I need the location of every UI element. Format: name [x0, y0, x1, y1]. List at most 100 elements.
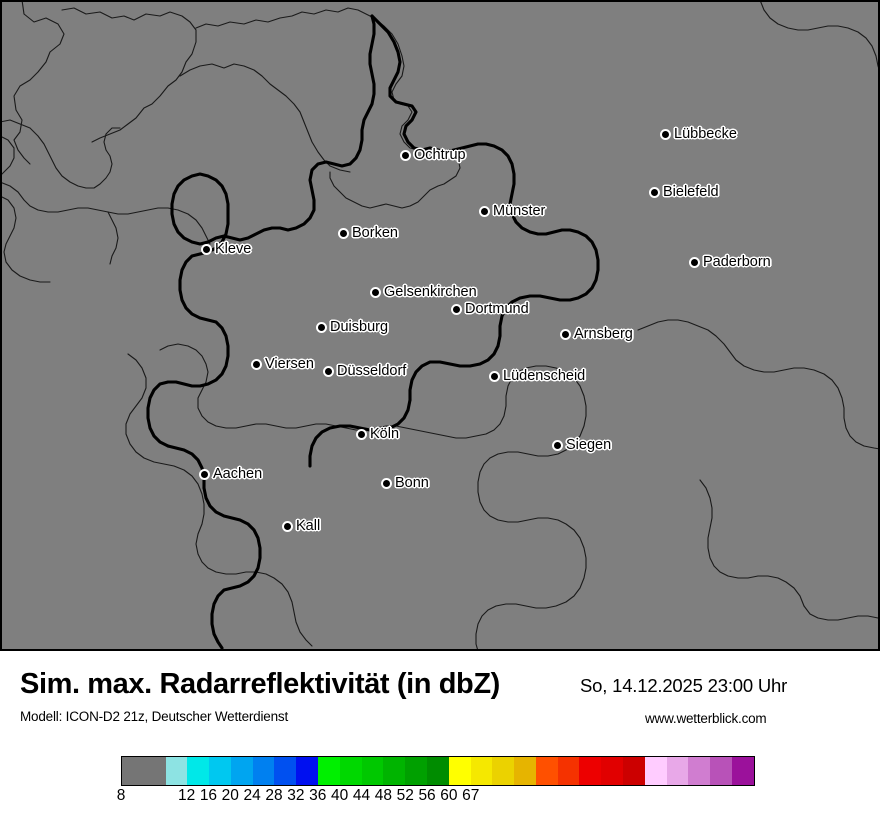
city-label: Kleve — [215, 241, 252, 257]
colorbar-segment — [666, 757, 689, 785]
city-label: Dortmund — [465, 301, 529, 317]
city-label: Duisburg — [330, 319, 389, 335]
city-marker[interactable]: Ochtrup — [400, 148, 466, 163]
city-marker[interactable]: Arnsberg — [560, 327, 633, 342]
colorbar-tick: 40 — [330, 787, 349, 804]
city-marker[interactable]: Münster — [479, 204, 545, 219]
colorbar-tick: 56 — [418, 787, 436, 804]
city-dot-icon — [251, 358, 262, 370]
city-dot-icon — [201, 243, 212, 255]
radar-map[interactable]: Lübbecke Bielefeld Ochtrup Münster Pader… — [0, 0, 880, 651]
city-label: Borken — [352, 225, 398, 241]
colorbar-segment — [514, 757, 536, 785]
colorbar-segment — [165, 757, 188, 785]
city-label: Köln — [370, 426, 400, 442]
city-dot-icon — [338, 227, 349, 239]
city-dot-icon — [199, 468, 210, 480]
city-marker[interactable]: Siegen — [552, 438, 611, 453]
city-dot-icon — [649, 186, 660, 198]
city-dot-icon — [451, 303, 462, 315]
colorbar-tick: 24 — [243, 787, 261, 804]
city-label: Siegen — [566, 437, 612, 453]
colorbar-segment — [230, 757, 253, 785]
city-label: Kall — [296, 518, 321, 534]
city-dot-icon — [479, 205, 490, 217]
city-label: Arnsberg — [574, 326, 633, 342]
colorbar-tick: 12 — [177, 787, 196, 804]
colorbar-segment — [557, 757, 580, 785]
city-label: Paderborn — [703, 254, 771, 270]
city-marker[interactable]: Bonn — [381, 476, 429, 491]
colorbar-segment — [448, 757, 471, 785]
city-dot-icon — [660, 128, 671, 140]
city-label: Bielefeld — [663, 184, 719, 200]
colorbar-segment — [492, 757, 515, 785]
city-marker[interactable]: Borken — [338, 226, 398, 241]
colorbar-tick: 52 — [396, 787, 414, 804]
city-dot-icon — [282, 520, 293, 532]
colorbar-segment — [731, 757, 754, 785]
colorbar-tick: 44 — [352, 787, 371, 804]
city-dot-icon — [689, 256, 700, 268]
legend-footer: Sim. max. Radarreflektivität (in dbZ) Mo… — [0, 651, 880, 830]
colorbar-segment — [601, 757, 623, 785]
colorbar-segment — [296, 757, 319, 785]
colorbar-segment — [644, 757, 667, 785]
colorbar-tick-labels: 8 12 16 20 24 28 32 36 40 44 48 52 56 60 67 — [117, 787, 755, 813]
city-label: Münster — [493, 203, 546, 219]
city-dot-icon — [316, 321, 327, 333]
colorbar-segment — [535, 757, 558, 785]
colorbar-segment — [710, 757, 732, 785]
city-marker[interactable]: Kleve — [201, 242, 251, 257]
city-marker[interactable]: Aachen — [199, 467, 262, 482]
city-marker[interactable]: Duisburg — [316, 320, 388, 335]
colorbar-tick: 60 — [440, 787, 458, 804]
colorbar-segment — [426, 757, 449, 785]
city-marker[interactable]: Lüdenscheid — [489, 369, 585, 384]
district-boundaries — [0, 0, 880, 651]
city-label: Düsseldorf — [337, 363, 407, 379]
city-dot-icon — [560, 328, 571, 340]
city-dot-icon — [323, 365, 334, 377]
city-dot-icon — [381, 477, 392, 489]
forecast-timestamp: So, 14.12.2025 23:00 Uhr — [580, 675, 788, 696]
state-border-nrw — [146, 14, 600, 650]
colorbar[interactable]: 8 12 16 20 24 28 32 36 40 44 48 52 56 60 67 — [117, 756, 755, 804]
colorbar-segment — [470, 757, 493, 785]
city-marker[interactable]: Paderborn — [689, 255, 771, 270]
city-marker[interactable]: Gelsenkirchen — [370, 285, 477, 300]
city-marker[interactable]: Lübbecke — [660, 127, 737, 142]
city-label: Viersen — [265, 356, 314, 372]
city-label: Lübbecke — [674, 126, 737, 142]
colorbar-tick: 16 — [199, 787, 218, 804]
city-dot-icon — [356, 428, 367, 440]
city-marker[interactable]: Dortmund — [451, 302, 529, 317]
map-geometry — [0, 0, 880, 651]
colorbar-segment — [187, 757, 210, 785]
colorbar-gradient — [121, 756, 755, 786]
colorbar-tick: 36 — [309, 787, 327, 804]
colorbar-tick: 28 — [265, 787, 283, 804]
city-marker[interactable]: Bielefeld — [649, 185, 719, 200]
colorbar-tick: 48 — [374, 787, 392, 804]
colorbar-segment — [405, 757, 427, 785]
city-label: Aachen — [213, 466, 263, 482]
city-marker[interactable]: Düsseldorf — [323, 364, 406, 379]
colorbar-segment — [622, 757, 645, 785]
colorbar-segment — [274, 757, 297, 785]
city-dot-icon — [400, 149, 411, 161]
colorbar-segment — [122, 757, 166, 785]
colorbar-tick: 8 — [116, 787, 126, 804]
website-label: www.wetterblick.com — [645, 711, 767, 726]
colorbar-segment — [383, 757, 406, 785]
city-marker[interactable]: Köln — [356, 427, 399, 442]
colorbar-segment — [318, 757, 340, 785]
city-dot-icon — [370, 286, 381, 298]
city-marker[interactable]: Viersen — [251, 357, 314, 372]
colorbar-tick: 20 — [221, 787, 239, 804]
city-label: Bonn — [395, 475, 429, 491]
city-label: Lüdenscheid — [503, 368, 586, 384]
city-marker[interactable]: Kall — [282, 519, 320, 534]
city-dot-icon — [552, 439, 563, 451]
